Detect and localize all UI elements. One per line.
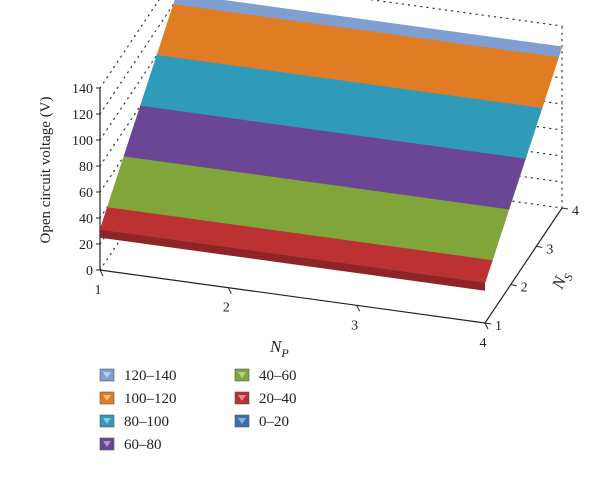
surface: [99, 0, 563, 291]
y-tick-mark-1: [510, 284, 517, 287]
y-tick-label-1: 2: [521, 281, 528, 296]
x-tick-label-3: 4: [480, 336, 487, 351]
y-axis-label: NS: [548, 268, 576, 294]
legend-item-100–120: 100–120: [99, 391, 177, 407]
z-tick-label-7: 140: [72, 82, 93, 97]
legend-swatch: [99, 437, 115, 451]
legend-label: 60–80: [124, 437, 162, 453]
legend-swatch: [234, 368, 250, 382]
legend-swatch-highlight: [238, 372, 246, 378]
legend-swatch: [234, 391, 250, 405]
axis-line-1: [99, 269, 486, 324]
legend-item-60–80: 60–80: [99, 437, 162, 453]
legend-item-40–60: 40–60: [234, 368, 297, 384]
legend-label: 0–20: [259, 414, 289, 430]
z-tick-label-4: 80: [79, 160, 93, 175]
legend-item-80–100: 80–100: [99, 414, 169, 430]
legend: 120–140 100–120 80–100 60–80 40–60 20–40 0–20: [99, 368, 297, 453]
x-tick-mark-0: [99, 269, 104, 277]
grid-line-7: [99, 0, 563, 89]
legend-swatch: [99, 414, 115, 428]
x-tick-mark-2: [356, 305, 361, 312]
legend-swatch-highlight: [103, 441, 111, 447]
y-tick-label-2: 3: [546, 242, 553, 257]
x-tick-label-1: 2: [223, 301, 230, 316]
surface-band-120–140: [173, 0, 563, 58]
legend-swatch-highlight: [103, 418, 111, 424]
x-tick-labels: 1 2 3 4: [95, 269, 489, 351]
y-tick-label-3: 4: [572, 204, 579, 219]
legend-label: 80–100: [124, 414, 169, 430]
legend-item-120–140: 120–140: [99, 368, 177, 384]
z-tick-label-5: 100: [72, 134, 93, 149]
legend-swatch-highlight: [103, 372, 111, 378]
x-tick-label-2: 3: [351, 318, 358, 333]
y-tick-mark-3: [561, 207, 569, 210]
legend-item-20–40: 20–40: [234, 391, 297, 407]
x-axis-label: NP: [269, 337, 289, 360]
x-tick-label-0: 1: [95, 283, 102, 298]
legend-swatch: [234, 414, 250, 428]
y-tick-mark-2: [536, 245, 543, 248]
y-tick-labels: 1 2 3 4: [484, 204, 579, 334]
legend-swatch: [99, 391, 115, 405]
legend-label: 40–60: [259, 368, 297, 384]
legend-swatch: [99, 368, 115, 382]
axis-line-2: [484, 207, 563, 324]
z-tick-label-3: 60: [79, 186, 93, 201]
z-tick-label-1: 20: [79, 238, 93, 253]
legend-swatch-highlight: [238, 418, 246, 424]
surface-front-edge: [100, 229, 485, 291]
legend-label: 100–120: [124, 391, 177, 407]
legend-swatch-highlight: [238, 395, 246, 401]
legend-swatch-highlight: [103, 395, 111, 401]
z-tick-labels: 0 20 40 60 80 100 120 140: [72, 82, 100, 279]
legend-label: 120–140: [124, 368, 177, 384]
legend-label: 20–40: [259, 391, 297, 407]
x-axis-label-main: N: [269, 337, 283, 356]
y-tick-mark-0: [484, 322, 492, 325]
x-tick-mark-3: [484, 322, 489, 330]
z-tick-label-0: 0: [86, 264, 93, 279]
z-axis-label: Open circuit voltage (V): [38, 96, 54, 243]
x-tick-mark-1: [227, 287, 232, 294]
z-tick-label-2: 40: [79, 212, 93, 227]
y-tick-label-0: 1: [495, 319, 502, 334]
axes: [99, 88, 563, 324]
z-tick-label-6: 120: [72, 108, 93, 123]
legend-item-0–20: 0–20: [234, 414, 289, 430]
y-axis-label-sub: S: [561, 272, 576, 283]
x-axis-label-sub: P: [280, 346, 289, 360]
